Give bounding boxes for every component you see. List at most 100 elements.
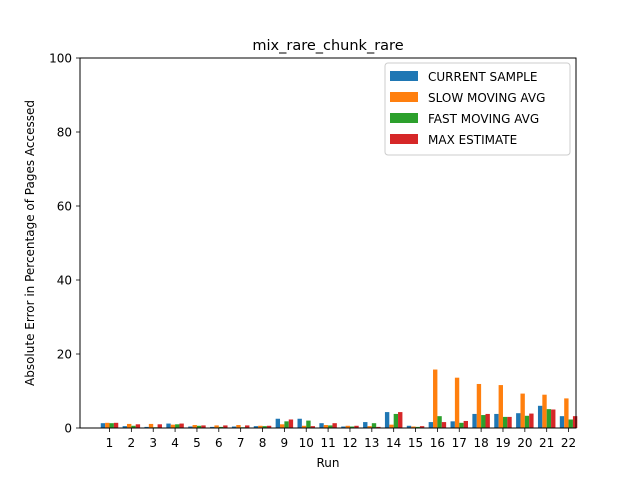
bar-slow-moving-avg-run-18 bbox=[476, 383, 482, 428]
bar-current-sample-run-13 bbox=[363, 422, 368, 428]
x-tick-label: 16 bbox=[430, 436, 445, 450]
x-tick-label: 1 bbox=[106, 436, 114, 450]
legend-swatch bbox=[390, 134, 418, 144]
y-tick-label: 60 bbox=[57, 199, 72, 213]
bar-max-estimate-run-7 bbox=[245, 425, 250, 428]
x-tick-label: 22 bbox=[561, 436, 576, 450]
bar-slow-moving-avg-run-5 bbox=[192, 425, 197, 428]
x-tick-label: 14 bbox=[386, 436, 401, 450]
bar-fast-moving-avg-run-2 bbox=[131, 425, 136, 428]
bar-slow-moving-avg-run-7 bbox=[236, 425, 241, 428]
bar-slow-moving-avg-run-6 bbox=[214, 425, 219, 428]
bar-current-sample-run-9 bbox=[275, 418, 281, 428]
bar-slow-moving-avg-run-1 bbox=[105, 422, 110, 428]
x-tick-label: 21 bbox=[539, 436, 554, 450]
x-tick-label: 13 bbox=[364, 436, 379, 450]
y-tick-label: 0 bbox=[64, 421, 72, 435]
bar-max-estimate-run-19 bbox=[507, 416, 512, 428]
bar-slow-moving-avg-run-12 bbox=[345, 425, 350, 428]
bar-current-sample-run-18 bbox=[472, 413, 477, 428]
bar-max-estimate-run-16 bbox=[441, 422, 447, 428]
x-tick-label: 5 bbox=[193, 436, 201, 450]
x-axis-label: Run bbox=[316, 456, 339, 470]
bar-max-estimate-run-5 bbox=[201, 425, 206, 428]
y-tick-label: 100 bbox=[49, 51, 72, 65]
bar-slow-moving-avg-run-21 bbox=[542, 394, 547, 428]
bar-fast-moving-avg-run-13 bbox=[371, 423, 377, 428]
legend-label: SLOW MOVING AVG bbox=[428, 91, 545, 105]
bar-max-estimate-run-3 bbox=[157, 424, 162, 428]
bar-slow-moving-avg-run-3 bbox=[148, 423, 154, 428]
bar-fast-moving-avg-run-12 bbox=[349, 426, 355, 428]
bar-current-sample-run-19 bbox=[494, 413, 499, 428]
x-tick-label: 8 bbox=[259, 436, 267, 450]
x-tick-label: 11 bbox=[320, 436, 335, 450]
legend-swatch bbox=[390, 113, 418, 123]
bar-max-estimate-run-4 bbox=[179, 423, 184, 428]
bar-slow-moving-avg-run-20 bbox=[520, 393, 525, 428]
bar-max-estimate-run-9 bbox=[288, 419, 294, 428]
bar-current-sample-run-8 bbox=[253, 426, 259, 428]
bar-max-estimate-run-11 bbox=[332, 423, 337, 428]
x-tick-label: 20 bbox=[517, 436, 532, 450]
bar-current-sample-run-2 bbox=[122, 426, 127, 428]
bar-fast-moving-avg-run-21 bbox=[546, 409, 552, 428]
bar-fast-moving-avg-run-1 bbox=[109, 423, 114, 428]
bar-max-estimate-run-10 bbox=[310, 426, 315, 428]
bar-slow-moving-avg-run-14 bbox=[389, 424, 394, 428]
bar-slow-moving-avg-run-2 bbox=[126, 423, 132, 428]
bar-slow-moving-avg-run-15 bbox=[411, 426, 416, 428]
legend-swatch bbox=[390, 71, 418, 81]
bar-current-sample-run-1 bbox=[100, 423, 106, 428]
bar-slow-moving-avg-run-10 bbox=[301, 425, 307, 428]
x-tick-label: 12 bbox=[342, 436, 357, 450]
bar-fast-moving-avg-run-8 bbox=[262, 426, 267, 428]
bar-max-estimate-run-18 bbox=[485, 413, 490, 428]
bar-current-sample-run-11 bbox=[319, 423, 324, 428]
bar-slow-moving-avg-run-9 bbox=[280, 424, 285, 428]
y-axis-label: Absolute Error in Percentage of Pages Ac… bbox=[23, 100, 37, 386]
bar-max-estimate-run-6 bbox=[223, 425, 228, 428]
bar-max-estimate-run-17 bbox=[463, 420, 468, 428]
bar-fast-moving-avg-run-19 bbox=[502, 416, 508, 428]
bar-fast-moving-avg-run-20 bbox=[524, 415, 530, 428]
bar-max-estimate-run-13 bbox=[376, 426, 381, 428]
bar-fast-moving-avg-run-11 bbox=[328, 425, 333, 428]
x-tick-label: 19 bbox=[495, 436, 510, 450]
bar-max-estimate-run-20 bbox=[529, 413, 534, 428]
legend-swatch bbox=[390, 92, 418, 102]
bar-fast-moving-avg-run-14 bbox=[393, 413, 399, 428]
bar-slow-moving-avg-run-17 bbox=[454, 377, 460, 428]
legend-box bbox=[384, 62, 571, 156]
x-axis: 1 2 3 4 5 6 7 8 9 10 11 12 13 14 15 16 17 18 19 20 21 22 bbox=[106, 428, 576, 450]
bar-current-sample-run-4 bbox=[166, 423, 171, 428]
bar-fast-moving-avg-run-16 bbox=[437, 416, 442, 428]
bar-fast-moving-avg-run-6 bbox=[218, 426, 224, 428]
bar-slow-moving-avg-run-8 bbox=[258, 425, 263, 428]
y-axis: 0 20 40 60 80 100 bbox=[49, 51, 80, 435]
x-tick-label: 17 bbox=[452, 436, 467, 450]
bar-slow-moving-avg-run-11 bbox=[323, 425, 329, 428]
y-tick-label: 20 bbox=[57, 347, 72, 361]
bar-max-estimate-run-1 bbox=[113, 422, 119, 428]
bar-current-sample-run-16 bbox=[428, 422, 434, 428]
bar-fast-moving-avg-run-15 bbox=[415, 426, 420, 428]
bar-current-sample-run-22 bbox=[559, 416, 565, 428]
legend-label: MAX ESTIMATE bbox=[428, 133, 517, 147]
bar-slow-moving-avg-run-4 bbox=[170, 424, 176, 428]
bars-group bbox=[100, 369, 578, 428]
bar-slow-moving-avg-run-19 bbox=[498, 385, 503, 428]
bar-max-estimate-run-12 bbox=[354, 425, 359, 428]
x-tick-label: 9 bbox=[281, 436, 289, 450]
bar-current-sample-run-15 bbox=[406, 425, 412, 428]
bar-fast-moving-avg-run-5 bbox=[196, 425, 202, 428]
bar-current-sample-run-3 bbox=[144, 426, 149, 428]
bar-fast-moving-avg-run-22 bbox=[568, 419, 573, 428]
bar-current-sample-run-12 bbox=[341, 426, 346, 428]
legend-label: FAST MOVING AVG bbox=[428, 112, 539, 126]
bar-max-estimate-run-2 bbox=[135, 424, 141, 428]
legend-label: CURRENT SAMPLE bbox=[428, 70, 537, 84]
x-tick-label: 15 bbox=[408, 436, 423, 450]
bar-max-estimate-run-22 bbox=[572, 416, 578, 428]
y-tick-label: 80 bbox=[57, 125, 72, 139]
